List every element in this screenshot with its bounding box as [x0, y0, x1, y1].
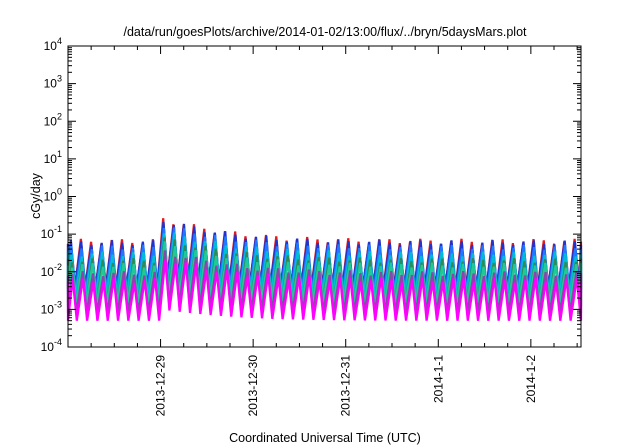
x-tick-label: 2013-12-30: [246, 355, 260, 417]
y-tick-label: 103: [44, 74, 62, 91]
y-tick-label: 104: [44, 36, 62, 53]
y-tick-label: 10-1: [41, 224, 62, 241]
chart-title: /data/run/goesPlots/archive/2014-01-02/1…: [123, 25, 527, 39]
series-line-8: [66, 259, 583, 321]
axes-layer: 104 103 102 101 100 10-1 10-2 10-3 10-4 2013-12-2…: [41, 36, 582, 417]
x-tick-label: 2014-1-2: [524, 355, 538, 403]
x-tick-label: 2014-1-1: [431, 355, 445, 403]
y-tick-label: 101: [44, 149, 62, 166]
series-layer: [66, 218, 583, 321]
x-tick-label: 2013-12-29: [154, 355, 168, 417]
y-tick-label: 10-2: [41, 262, 62, 279]
y-tick-label: 10-3: [41, 299, 62, 316]
series-line-6: [66, 241, 583, 303]
y-axis-label: cGy/day: [29, 172, 43, 219]
y-tick-label: 10-4: [41, 337, 62, 354]
y-tick-label: 102: [44, 111, 62, 128]
x-axis-label: Coordinated Universal Time (UTC): [229, 431, 421, 445]
x-tick-label: 2013-12-31: [339, 355, 353, 417]
y-tick-label: 100: [44, 187, 62, 204]
series-line-7: [66, 250, 583, 314]
